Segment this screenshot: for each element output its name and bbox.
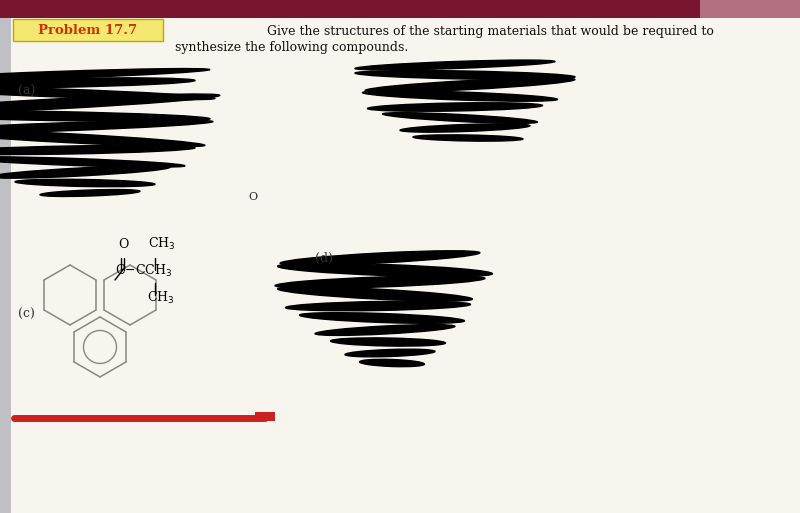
Ellipse shape [40,189,140,196]
Text: (a): (a) [18,85,35,98]
Ellipse shape [0,111,210,121]
Text: Problem 17.7: Problem 17.7 [38,25,138,37]
Bar [0,0,800,18]
Ellipse shape [345,349,435,357]
Ellipse shape [367,103,542,111]
Text: (c): (c) [18,308,35,321]
Ellipse shape [0,166,170,178]
Ellipse shape [15,179,155,187]
Bar [255,412,275,421]
Text: synthesize the following compounds.: synthesize the following compounds. [175,41,408,53]
Text: (d): (d) [315,252,333,265]
Text: C$-$CCH$_3$: C$-$CCH$_3$ [115,263,172,279]
Ellipse shape [0,120,213,134]
Ellipse shape [315,325,455,336]
Ellipse shape [286,301,470,311]
Ellipse shape [0,78,195,88]
Ellipse shape [365,78,575,92]
Bar [700,0,800,18]
Ellipse shape [0,69,210,82]
Ellipse shape [362,91,558,101]
Ellipse shape [0,129,205,147]
Ellipse shape [299,312,465,323]
Ellipse shape [278,263,493,277]
Ellipse shape [0,86,215,100]
Text: O: O [248,192,257,202]
Ellipse shape [400,124,530,132]
Ellipse shape [413,135,523,141]
Ellipse shape [355,60,555,70]
Ellipse shape [382,113,538,123]
Ellipse shape [330,338,446,346]
Ellipse shape [280,251,480,265]
Ellipse shape [0,94,220,114]
Text: CH$_3$: CH$_3$ [147,290,174,306]
Ellipse shape [278,287,472,301]
Ellipse shape [0,146,195,154]
Text: O: O [118,238,128,251]
Ellipse shape [355,71,575,80]
Bar [0,18,11,513]
Ellipse shape [275,276,485,288]
Ellipse shape [359,359,425,367]
FancyBboxPatch shape [13,19,163,41]
Text: CH$_3$: CH$_3$ [148,236,175,252]
Ellipse shape [0,157,185,167]
Text: Give the structures of the starting materials that would be required to: Give the structures of the starting mate… [266,25,714,37]
